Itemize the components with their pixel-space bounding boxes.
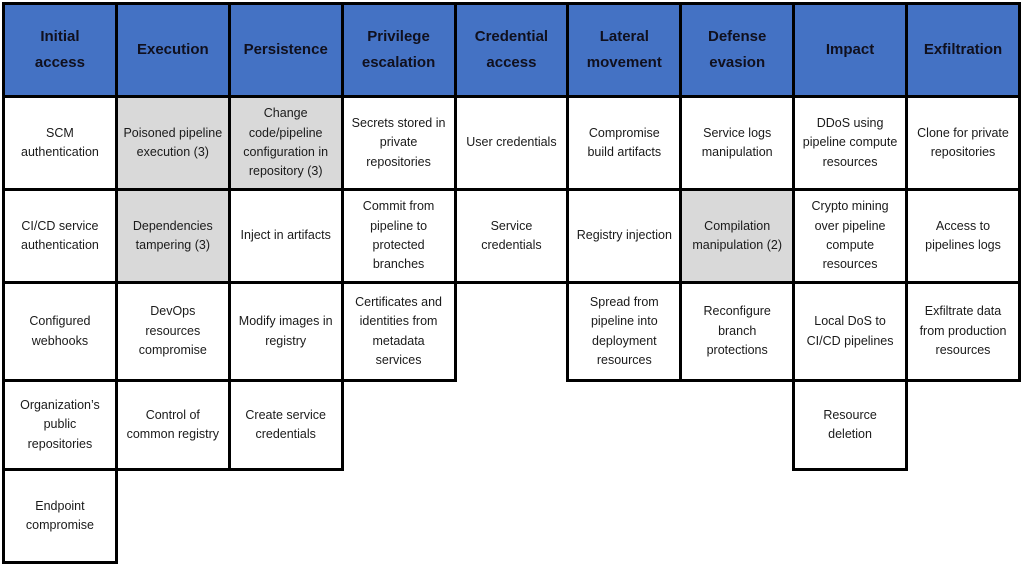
empty-cell — [455, 470, 568, 563]
technique-cell: Change code/pipeline configuration in re… — [227, 95, 344, 191]
technique-cell: Reconfigure branch protections — [679, 281, 796, 382]
technique-cell: DevOps resources compromise — [114, 281, 231, 382]
tactic-header-exfiltration: Exfiltration — [905, 2, 1021, 98]
technique-cell: Certificates and identities from metadat… — [340, 281, 457, 382]
tactic-header-lateral-movement: Lateral movement — [566, 2, 683, 98]
technique-cell: Spread from pipeline into deployment res… — [566, 281, 683, 382]
empty-cell — [116, 470, 229, 563]
technique-cell: Service logs manipulation — [679, 95, 796, 191]
technique-cell: User credentials — [453, 95, 570, 191]
tactic-header-defense-evasion: Defense evasion — [679, 2, 796, 98]
technique-row-3: Configured webhooks DevOps resources com… — [2, 281, 1021, 382]
technique-cell: Commit from pipeline to protected branch… — [340, 188, 457, 284]
tactic-header-label: Privilege escalation — [361, 27, 436, 71]
empty-cell — [907, 381, 1020, 470]
technique-cell: Dependencies tampering (3) — [114, 188, 231, 284]
tactic-header-label: Execution — [136, 40, 209, 58]
tactic-header-label: Lateral movement — [586, 27, 662, 71]
technique-cell: Registry injection — [566, 188, 683, 284]
tactic-header-label: Persistence — [243, 40, 328, 58]
technique-cell: SCM authentication — [2, 95, 118, 191]
technique-cell: Endpoint compromise — [2, 468, 118, 564]
tactic-header-execution: Execution — [114, 2, 231, 98]
technique-cell: Service credentials — [453, 188, 570, 284]
technique-cell: Secrets stored in private repositories — [340, 95, 457, 191]
technique-cell: Compromise build artifacts — [566, 95, 683, 191]
technique-cell: Inject in artifacts — [227, 188, 344, 284]
empty-cell — [568, 470, 681, 563]
threat-matrix-table: Initial access Execution Persistence Pri… — [2, 2, 1021, 564]
technique-cell: Clone for private repositories — [905, 95, 1021, 191]
tactic-header-row: Initial access Execution Persistence Pri… — [2, 2, 1021, 98]
technique-row-5: Endpoint compromise — [2, 468, 1020, 564]
empty-cell — [229, 470, 342, 563]
technique-cell: DDoS using pipeline compute resources — [792, 95, 908, 191]
tactic-header-label: Credential access — [474, 27, 549, 71]
tactic-header-impact: Impact — [792, 2, 908, 98]
empty-cell — [455, 283, 568, 381]
empty-cell — [907, 470, 1020, 563]
technique-cell: Exfiltrate data from production resource… — [905, 281, 1021, 382]
empty-cell — [681, 381, 794, 470]
technique-cell: Access to pipelines logs — [905, 188, 1021, 284]
empty-cell — [342, 381, 455, 470]
empty-cell — [794, 470, 907, 563]
tactic-header-label: Impact — [825, 40, 875, 58]
technique-cell: Crypto mining over pipeline compute reso… — [792, 188, 908, 284]
tactic-header-persistence: Persistence — [227, 2, 344, 98]
tactic-header-credential-access: Credential access — [453, 2, 570, 98]
technique-cell: Compilation manipulation (2) — [679, 188, 796, 284]
tactic-header-privilege-escalation: Privilege escalation — [340, 2, 457, 98]
technique-cell: Create service credentials — [227, 379, 344, 471]
technique-row-4: Organization’s public repositories Contr… — [2, 379, 1020, 471]
technique-cell: CI/CD service authentication — [2, 188, 118, 284]
tactic-header-label: Initial access — [34, 27, 85, 71]
technique-cell: Control of common registry — [114, 379, 231, 471]
tactic-header-label: Exfiltration — [923, 40, 1003, 58]
technique-row-2: CI/CD service authentication Dependencie… — [2, 188, 1021, 284]
technique-cell: Modify images in registry — [227, 281, 344, 382]
technique-cell: Local DoS to CI/CD pipelines — [792, 281, 908, 382]
technique-cell: Poisoned pipeline execution (3) — [114, 95, 231, 191]
technique-cell: Organization’s public repositories — [2, 379, 118, 471]
technique-row-1: SCM authentication Poisoned pipeline exe… — [2, 95, 1021, 191]
tactic-header-initial-access: Initial access — [2, 2, 118, 98]
empty-cell — [455, 381, 568, 470]
empty-cell — [568, 381, 681, 470]
empty-cell — [342, 470, 455, 563]
empty-cell — [681, 470, 794, 563]
tactic-header-label: Defense evasion — [708, 27, 767, 71]
technique-cell: Resource deletion — [792, 379, 908, 471]
technique-cell: Configured webhooks — [2, 281, 118, 382]
